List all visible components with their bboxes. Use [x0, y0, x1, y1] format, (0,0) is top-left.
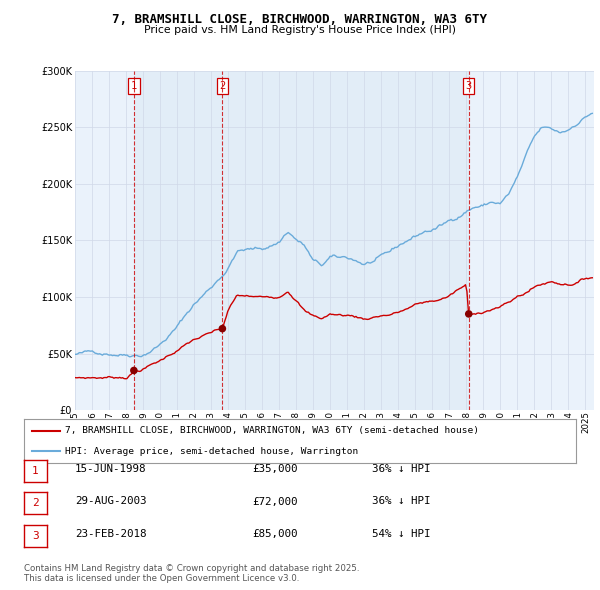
Point: [464, 309, 473, 319]
Text: Price paid vs. HM Land Registry's House Price Index (HPI): Price paid vs. HM Land Registry's House …: [144, 25, 456, 35]
Text: 23-FEB-2018: 23-FEB-2018: [75, 529, 146, 539]
Text: 36% ↓ HPI: 36% ↓ HPI: [372, 464, 431, 474]
Text: 2: 2: [32, 499, 39, 508]
Text: 1: 1: [131, 81, 137, 91]
Text: 3: 3: [32, 531, 39, 540]
Text: 1: 1: [32, 466, 39, 476]
Text: 3: 3: [466, 81, 472, 91]
Text: Contains HM Land Registry data © Crown copyright and database right 2025.
This d: Contains HM Land Registry data © Crown c…: [24, 563, 359, 583]
Text: 29-AUG-2003: 29-AUG-2003: [75, 497, 146, 506]
Point: [129, 366, 139, 375]
Text: 54% ↓ HPI: 54% ↓ HPI: [372, 529, 431, 539]
Text: 7, BRAMSHILL CLOSE, BIRCHWOOD, WARRINGTON, WA3 6TY (semi-detached house): 7, BRAMSHILL CLOSE, BIRCHWOOD, WARRINGTO…: [65, 427, 479, 435]
Text: 7, BRAMSHILL CLOSE, BIRCHWOOD, WARRINGTON, WA3 6TY: 7, BRAMSHILL CLOSE, BIRCHWOOD, WARRINGTO…: [113, 13, 487, 26]
Text: £72,000: £72,000: [252, 497, 298, 506]
Text: 2: 2: [219, 81, 226, 91]
Text: £85,000: £85,000: [252, 529, 298, 539]
Point: [218, 324, 227, 333]
Bar: [223, 71, 469, 410]
Text: HPI: Average price, semi-detached house, Warrington: HPI: Average price, semi-detached house,…: [65, 447, 359, 455]
Text: 15-JUN-1998: 15-JUN-1998: [75, 464, 146, 474]
Text: 36% ↓ HPI: 36% ↓ HPI: [372, 497, 431, 506]
Bar: [134, 71, 223, 410]
Text: £35,000: £35,000: [252, 464, 298, 474]
